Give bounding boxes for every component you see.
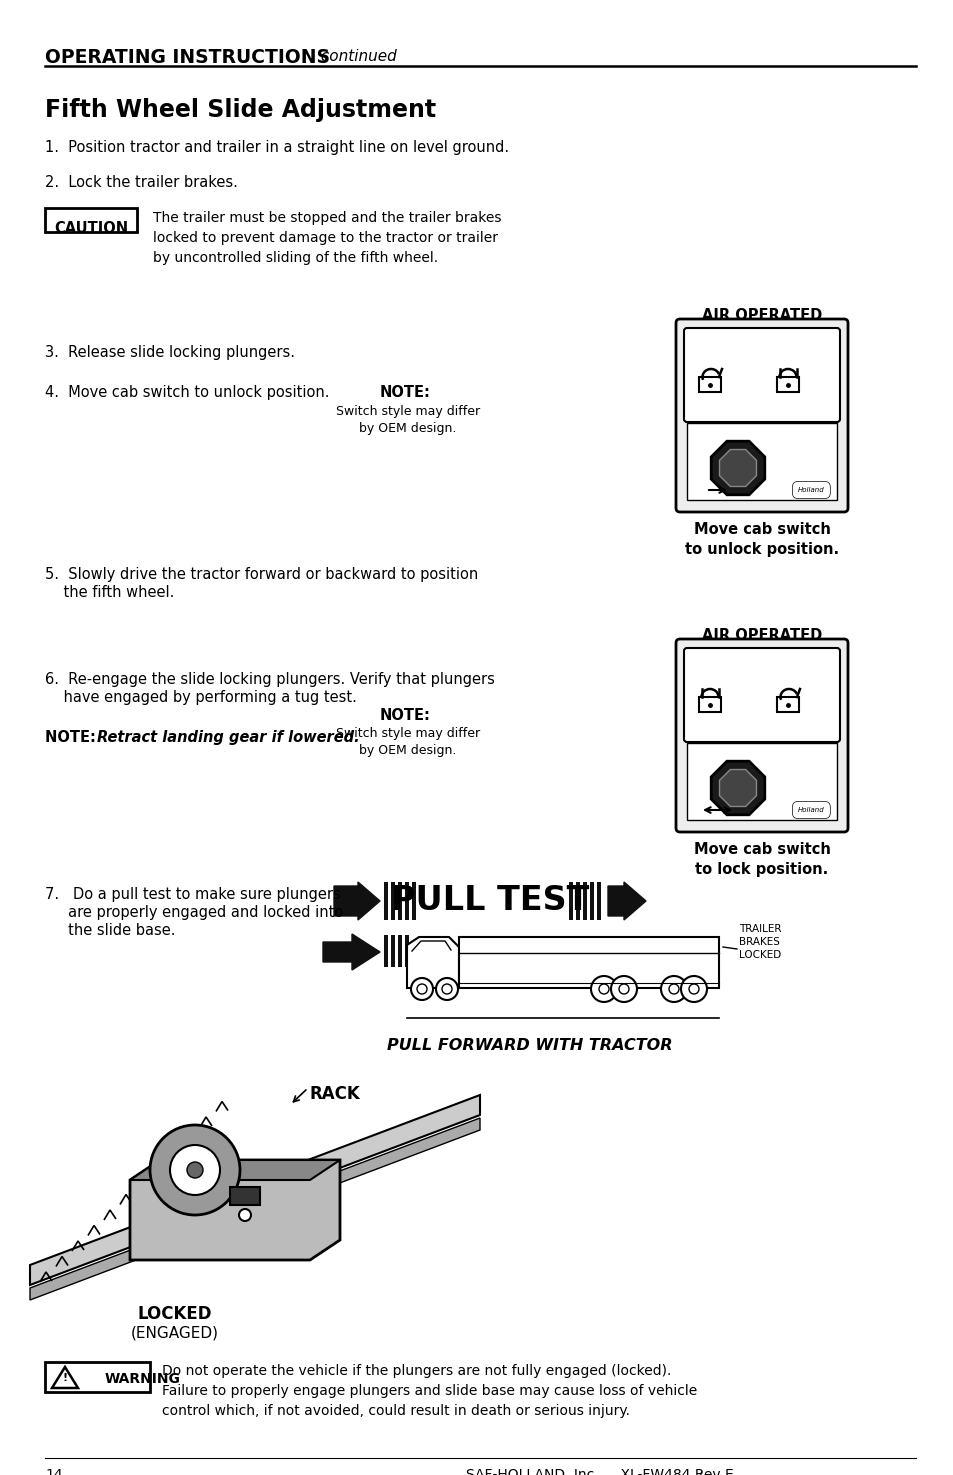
Text: Holland: Holland bbox=[797, 487, 824, 493]
Bar bbox=[391, 935, 395, 968]
Circle shape bbox=[610, 976, 637, 1002]
Text: 14: 14 bbox=[45, 1468, 63, 1475]
Circle shape bbox=[441, 984, 452, 994]
Polygon shape bbox=[130, 1159, 339, 1260]
Bar bbox=[397, 882, 401, 920]
Text: NOTE:: NOTE: bbox=[45, 730, 101, 745]
Text: PULL FORWARD WITH TRACTOR: PULL FORWARD WITH TRACTOR bbox=[387, 1038, 672, 1053]
Circle shape bbox=[688, 984, 699, 994]
Text: TRAILER: TRAILER bbox=[739, 923, 781, 934]
Bar bbox=[686, 743, 836, 820]
Polygon shape bbox=[130, 1159, 339, 1180]
Bar bbox=[230, 1187, 260, 1205]
Text: Move cab switch
to lock position.: Move cab switch to lock position. bbox=[693, 842, 829, 876]
Text: LOCKED: LOCKED bbox=[137, 1305, 212, 1323]
Polygon shape bbox=[607, 882, 645, 920]
Text: NOTE:: NOTE: bbox=[379, 385, 431, 400]
Polygon shape bbox=[719, 770, 756, 807]
Text: AIR OPERATED: AIR OPERATED bbox=[701, 628, 821, 643]
Circle shape bbox=[590, 976, 617, 1002]
Bar bbox=[776, 378, 799, 392]
Text: BRAKES: BRAKES bbox=[739, 937, 779, 947]
Bar bbox=[45, 1361, 150, 1392]
Text: (ENGAGED): (ENGAGED) bbox=[131, 1325, 219, 1339]
Circle shape bbox=[239, 1210, 251, 1221]
Text: NOTE:: NOTE: bbox=[379, 708, 431, 723]
Text: the fifth wheel.: the fifth wheel. bbox=[45, 586, 174, 600]
Circle shape bbox=[170, 1145, 220, 1195]
Polygon shape bbox=[711, 761, 764, 814]
Text: OPERATING INSTRUCTIONS: OPERATING INSTRUCTIONS bbox=[45, 49, 330, 66]
Text: Switch style may differ
by OEM design.: Switch style may differ by OEM design. bbox=[335, 727, 479, 757]
Text: Switch style may differ
by OEM design.: Switch style may differ by OEM design. bbox=[335, 406, 479, 435]
Text: 2.  Lock the trailer brakes.: 2. Lock the trailer brakes. bbox=[45, 176, 237, 190]
Text: Retract landing gear if lowered.: Retract landing gear if lowered. bbox=[97, 730, 359, 745]
Text: The trailer must be stopped and the trailer brakes
locked to prevent damage to t: The trailer must be stopped and the trai… bbox=[152, 211, 501, 266]
Circle shape bbox=[598, 984, 608, 994]
FancyBboxPatch shape bbox=[683, 648, 840, 742]
Bar bbox=[384, 935, 388, 968]
Bar bbox=[397, 935, 401, 968]
Polygon shape bbox=[719, 450, 756, 487]
Polygon shape bbox=[30, 1094, 479, 1285]
Polygon shape bbox=[52, 1367, 78, 1388]
Text: SAF-HOLLAND, Inc.     XL-FW484 Rev E: SAF-HOLLAND, Inc. XL-FW484 Rev E bbox=[466, 1468, 733, 1475]
Text: 3.  Release slide locking plungers.: 3. Release slide locking plungers. bbox=[45, 345, 294, 360]
Text: 6.  Re-engage the slide locking plungers. Verify that plungers: 6. Re-engage the slide locking plungers.… bbox=[45, 673, 495, 687]
FancyBboxPatch shape bbox=[676, 639, 847, 832]
FancyBboxPatch shape bbox=[683, 327, 840, 422]
Bar bbox=[384, 882, 388, 920]
Text: RACK: RACK bbox=[310, 1086, 360, 1103]
Text: AIR OPERATED: AIR OPERATED bbox=[701, 308, 821, 323]
Text: Holland: Holland bbox=[797, 807, 824, 813]
Circle shape bbox=[680, 976, 706, 1002]
Text: PULL TEST: PULL TEST bbox=[391, 885, 589, 917]
Text: the slide base.: the slide base. bbox=[45, 923, 175, 938]
Text: continued: continued bbox=[315, 49, 396, 63]
Circle shape bbox=[436, 978, 457, 1000]
Polygon shape bbox=[323, 934, 379, 971]
Circle shape bbox=[618, 984, 628, 994]
Polygon shape bbox=[30, 1118, 479, 1299]
Bar bbox=[391, 882, 395, 920]
Text: !: ! bbox=[62, 1373, 68, 1384]
Circle shape bbox=[187, 1162, 203, 1179]
Bar bbox=[686, 423, 836, 500]
Text: 1.  Position tractor and trailer in a straight line on level ground.: 1. Position tractor and trailer in a str… bbox=[45, 140, 509, 155]
Text: Do not operate the vehicle if the plungers are not fully engaged (locked).
Failu: Do not operate the vehicle if the plunge… bbox=[162, 1364, 697, 1417]
Bar bbox=[576, 882, 579, 920]
Text: 7.   Do a pull test to make sure plungers: 7. Do a pull test to make sure plungers bbox=[45, 886, 340, 903]
Text: CAUTION: CAUTION bbox=[54, 221, 128, 236]
Bar bbox=[568, 882, 573, 920]
Polygon shape bbox=[334, 882, 379, 920]
Bar bbox=[597, 882, 600, 920]
Bar bbox=[412, 882, 416, 920]
Bar bbox=[45, 208, 137, 232]
Bar bbox=[458, 937, 719, 988]
Text: 4.  Move cab switch to unlock position.: 4. Move cab switch to unlock position. bbox=[45, 385, 329, 400]
Polygon shape bbox=[407, 937, 458, 988]
Bar bbox=[776, 698, 799, 712]
Text: WARNING: WARNING bbox=[105, 1372, 181, 1386]
Circle shape bbox=[411, 978, 433, 1000]
Bar bbox=[699, 378, 720, 392]
Circle shape bbox=[660, 976, 686, 1002]
Circle shape bbox=[416, 984, 427, 994]
Text: have engaged by performing a tug test.: have engaged by performing a tug test. bbox=[45, 690, 356, 705]
Circle shape bbox=[150, 1125, 240, 1215]
Bar bbox=[405, 882, 409, 920]
Text: Move cab switch
to unlock position.: Move cab switch to unlock position. bbox=[684, 522, 839, 556]
Bar bbox=[582, 882, 586, 920]
Polygon shape bbox=[711, 441, 764, 494]
Circle shape bbox=[668, 984, 679, 994]
Bar bbox=[699, 698, 720, 712]
Bar bbox=[589, 882, 594, 920]
Text: 5.  Slowly drive the tractor forward or backward to position: 5. Slowly drive the tractor forward or b… bbox=[45, 566, 477, 583]
Bar bbox=[405, 935, 409, 968]
FancyBboxPatch shape bbox=[676, 319, 847, 512]
Text: are properly engaged and locked into: are properly engaged and locked into bbox=[45, 906, 343, 920]
Text: LOCKED: LOCKED bbox=[739, 950, 781, 960]
Text: Fifth Wheel Slide Adjustment: Fifth Wheel Slide Adjustment bbox=[45, 97, 436, 122]
